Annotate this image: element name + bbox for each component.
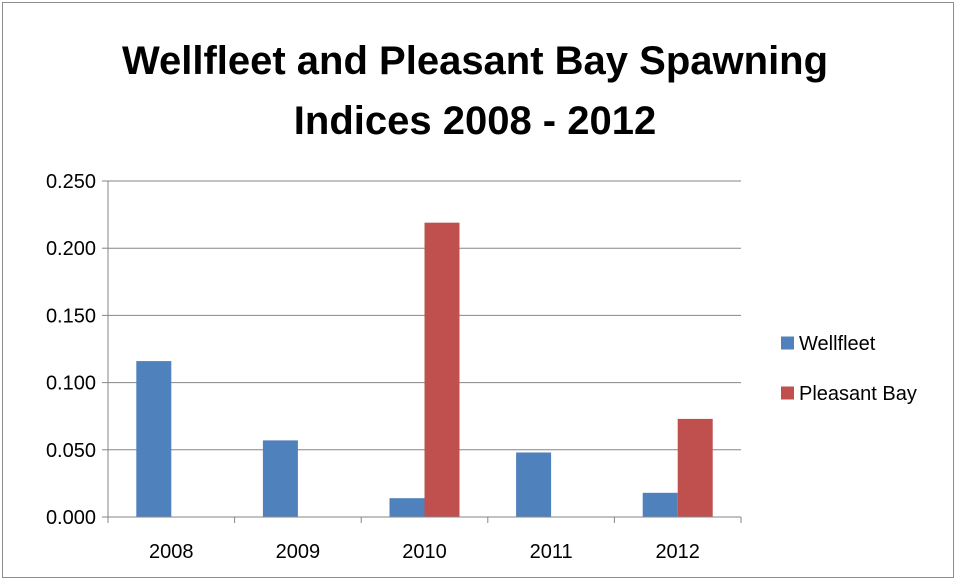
- x-axis-tick-labels: 2008 2009 2010 2011 2012: [149, 541, 700, 563]
- legend-label-pleasant-bay: Pleasant Bay: [799, 383, 917, 405]
- y-tick-label: 0.150: [46, 305, 96, 327]
- bar-wellfleet-2012: [642, 492, 678, 517]
- legend: Wellfleet Pleasant Bay: [781, 333, 917, 405]
- bar-wellfleet-2011: [516, 452, 552, 517]
- y-tick-label: 0.000: [46, 507, 96, 529]
- x-tick-label: 2010: [402, 541, 447, 563]
- bars: [136, 222, 713, 517]
- bar-pleasant-bay-2010: [424, 222, 460, 517]
- axes: [107, 181, 742, 523]
- legend-swatch-wellfleet: [781, 336, 794, 350]
- bar-wellfleet-2010: [389, 498, 425, 517]
- y-axis-tick-labels: 0.000 0.050 0.100 0.150 0.200 0.250: [46, 171, 96, 529]
- gridlines: [102, 180, 741, 518]
- bar-pleasant-bay-2012: [677, 418, 713, 517]
- y-tick-label: 0.100: [46, 373, 96, 395]
- x-tick-label: 2012: [655, 541, 700, 563]
- legend-label-wellfleet: Wellfleet: [799, 333, 876, 355]
- y-tick-label: 0.050: [46, 440, 96, 462]
- chart-title-line-1: Wellfleet and Pleasant Bay Spawning: [122, 39, 828, 83]
- bar-wellfleet-2009: [262, 440, 298, 517]
- chart-title-line-2: Indices 2008 - 2012: [294, 99, 656, 143]
- y-tick-label: 0.200: [46, 238, 96, 260]
- x-tick-label: 2009: [276, 541, 321, 563]
- bar-wellfleet-2008: [136, 361, 172, 517]
- x-tick-label: 2011: [530, 541, 573, 563]
- legend-swatch-pleasant-bay: [781, 386, 794, 400]
- y-tick-label: 0.250: [46, 171, 96, 193]
- x-tick-label: 2008: [149, 541, 194, 563]
